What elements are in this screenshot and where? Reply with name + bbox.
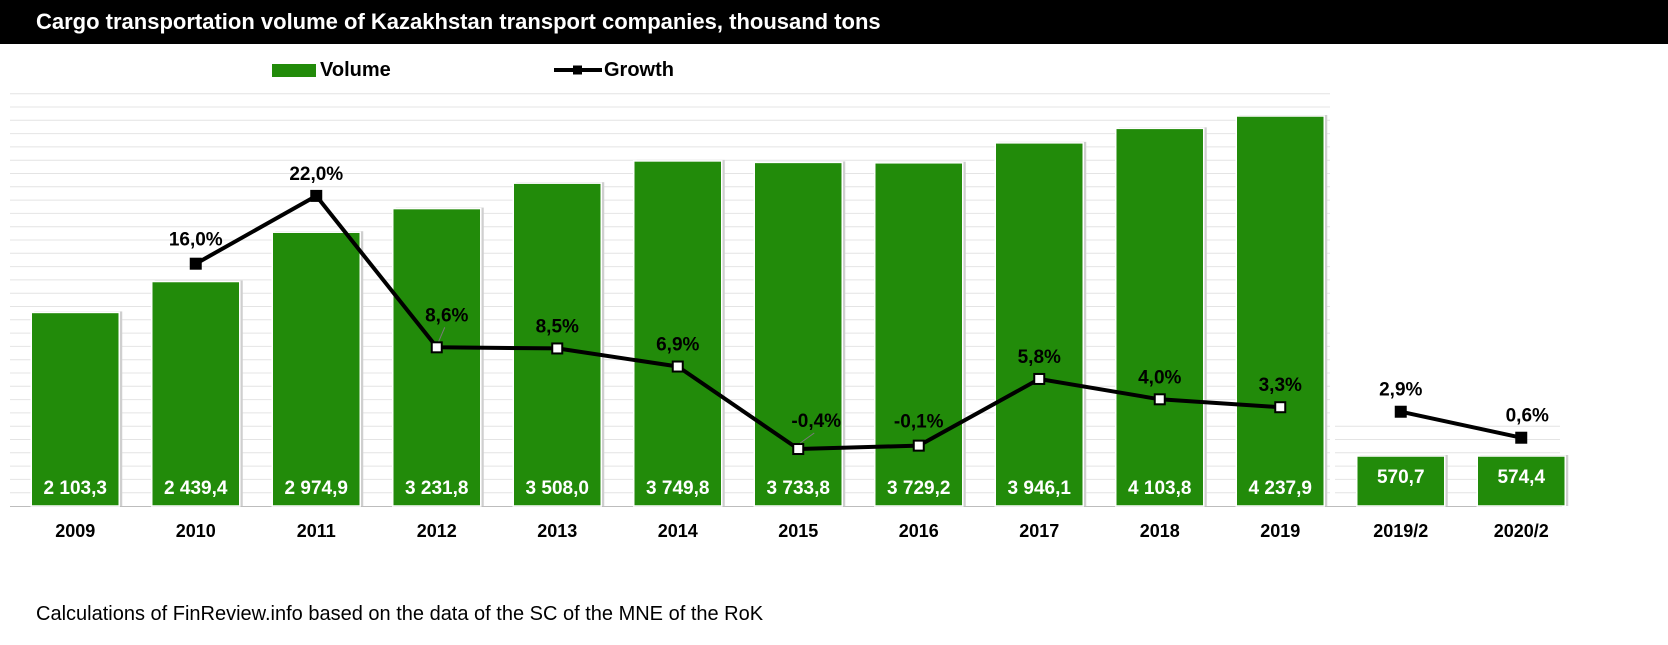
bar-value-label: 3 508,0 (526, 478, 589, 499)
bar-value-label: 2 103,3 (44, 478, 107, 499)
growth-value-label: 6,9% (656, 335, 699, 356)
growth-marker (792, 443, 805, 456)
bar-volume (633, 160, 723, 507)
bar-volume (1235, 115, 1325, 507)
growth-marker (1394, 405, 1407, 418)
bar-volume (994, 142, 1084, 507)
growth-marker (671, 360, 684, 373)
bar-value-label: 3 749,8 (646, 478, 709, 499)
growth-marker (189, 257, 202, 270)
bar-value-label: 2 439,4 (164, 478, 228, 499)
title-bar: Cargo transportation volume of Kazakhsta… (0, 0, 1668, 44)
growth-value-label: 22,0% (289, 164, 343, 185)
bar-value-label: 570,7 (1377, 467, 1425, 488)
growth-marker (430, 341, 443, 354)
bar-volume (30, 311, 120, 507)
x-tick-label: 2012 (417, 521, 457, 541)
source-note: Calculations of FinReview.info based on … (36, 603, 764, 625)
x-tick-label: 2019/2 (1373, 521, 1428, 541)
bar-volume (1115, 127, 1205, 507)
growth-value-label: 4,0% (1138, 367, 1181, 388)
bar-value-label: 574,4 (1497, 467, 1545, 488)
x-tick-label: 2017 (1019, 521, 1059, 541)
x-tick-label: 2018 (1140, 521, 1180, 541)
bar-volume (392, 207, 482, 507)
bar-volume (1476, 455, 1566, 507)
x-tick-label: 2014 (658, 521, 698, 541)
legend-volume-swatch (272, 64, 316, 77)
legend-volume-label: Volume (320, 59, 391, 81)
x-tick-label: 2010 (176, 521, 216, 541)
bar-value-label: 2 974,9 (285, 478, 348, 499)
bar-value-label: 4 103,8 (1128, 478, 1191, 499)
growth-marker (551, 342, 564, 355)
x-tick-label: 2009 (55, 521, 95, 541)
growth-value-label: -0,1% (894, 412, 944, 433)
x-tick-label: 2019 (1260, 521, 1300, 541)
growth-marker (1033, 372, 1046, 385)
growth-marker (310, 189, 323, 202)
bar-volume (271, 231, 361, 507)
legend-growth-label: Growth (604, 59, 674, 81)
bar-volume (874, 162, 964, 507)
x-tick-label: 2011 (297, 521, 336, 541)
chart-title: Cargo transportation volume of Kazakhsta… (36, 9, 881, 34)
growth-value-label: 3,3% (1259, 375, 1302, 396)
growth-marker (1515, 431, 1528, 444)
growth-value-label: -0,4% (791, 411, 841, 432)
growth-label-leader (438, 327, 446, 342)
bar-value-label: 3 946,1 (1008, 478, 1072, 499)
growth-value-label: 0,6% (1506, 406, 1549, 427)
growth-line (1400, 409, 1522, 440)
x-tick-label: 2013 (537, 521, 577, 541)
bar-volume (1356, 455, 1446, 507)
x-tick-label: 2016 (899, 521, 939, 541)
growth-value-label: 8,5% (536, 316, 579, 337)
x-tick-label: 2015 (778, 521, 818, 541)
growth-label-leader (799, 432, 815, 444)
growth-value-label: 2,9% (1379, 380, 1422, 401)
growth-value-label: 8,6% (425, 305, 468, 326)
bar-value-label: 3 231,8 (405, 478, 468, 499)
growth-marker (912, 439, 925, 452)
growth-value-label: 5,8% (1018, 347, 1061, 368)
bar-value-label: 3 729,2 (887, 478, 950, 499)
x-tick-label: 2020/2 (1494, 521, 1549, 541)
bar-volume (151, 280, 241, 507)
bar-value-label: 4 237,9 (1249, 478, 1312, 499)
growth-line (194, 193, 1281, 451)
growth-marker (1274, 401, 1287, 414)
chart: Volume Growth 2 103,3 2009 2 439,4 2010 2 974,… (10, 59, 1569, 541)
growth-value-label: 16,0% (169, 230, 223, 251)
growth-marker (1153, 393, 1166, 406)
legend-growth-marker (573, 65, 582, 75)
bar-value-label: 3 733,8 (767, 478, 830, 499)
